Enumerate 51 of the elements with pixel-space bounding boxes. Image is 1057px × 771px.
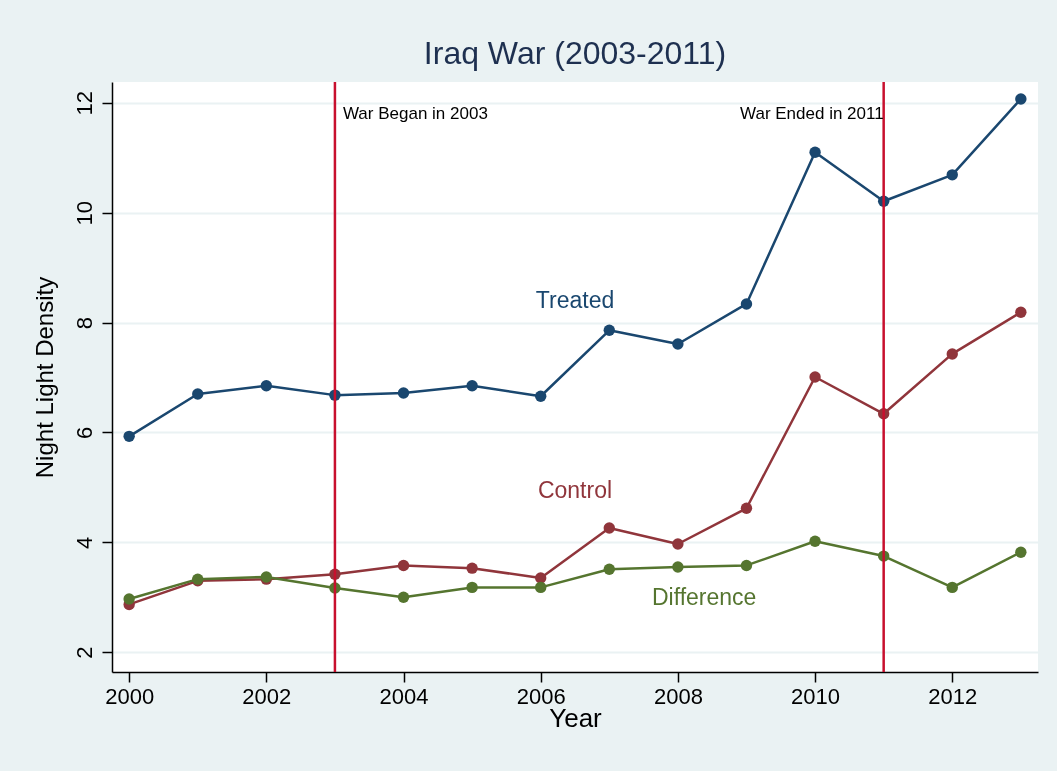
point [466,581,478,594]
point [123,430,135,443]
y-tick-label: 6 [71,426,97,440]
y-tick-label: 2 [71,646,97,659]
x-tick-label: 2002 [242,683,292,709]
chart-title: Iraq War (2003-2011) [423,34,727,71]
series-label: Treated [535,287,615,314]
point [672,561,684,573]
point [192,388,204,400]
point [397,591,410,603]
point [740,502,753,514]
x-tick-label: 2008 [653,683,703,709]
point [1015,546,1027,558]
ref-line-label: War Ended in 2011 [740,104,884,123]
point [603,324,615,336]
point [1015,306,1027,318]
point [809,146,821,159]
x-tick-label: 2000 [105,683,155,709]
x-tick-label: 2006 [516,683,566,709]
point [260,380,273,392]
point [740,559,753,572]
point [672,538,684,550]
point [946,348,958,360]
point [740,298,753,310]
x-tick-label: 2004 [379,683,429,709]
point [535,390,547,402]
point [397,387,410,399]
y-tick-label: 12 [71,91,97,116]
point [535,581,547,594]
y-tick-label: 8 [71,316,97,330]
series-label: Difference [651,584,757,611]
y-tick-label: 10 [71,201,97,226]
point [603,522,615,534]
y-tick-label: 4 [71,536,97,549]
point [123,593,135,605]
point [603,563,615,575]
point [397,559,410,572]
point [672,338,684,350]
point [466,380,478,392]
x-tick-label: 2012 [928,683,978,709]
ref-line-label: War Began in 2003 [342,104,488,123]
series-label: Control [537,477,613,504]
point [946,169,958,181]
point [466,562,478,574]
point [809,535,821,547]
point [946,581,958,594]
x-tick-label: 2010 [791,683,841,709]
y-axis-title: Night Light Density [30,276,58,479]
point [1015,93,1027,105]
point [535,572,547,584]
point [809,371,821,383]
